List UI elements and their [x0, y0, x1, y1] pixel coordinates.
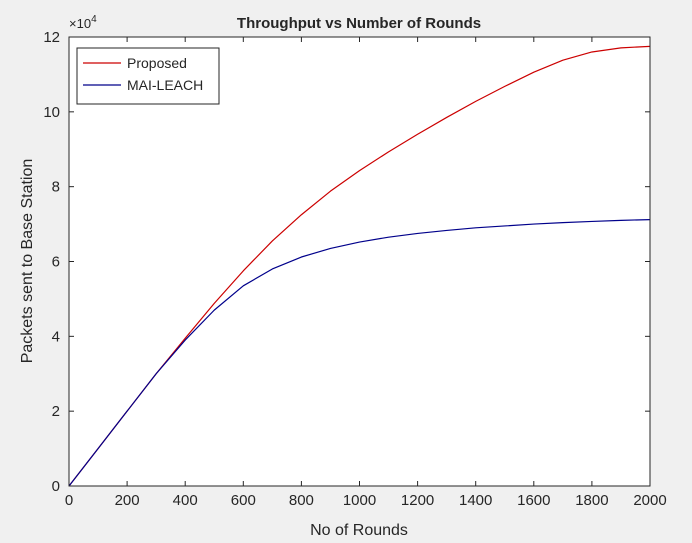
series-line-mai-leach — [68, 218, 651, 487]
y-exponent-power: 4 — [91, 14, 97, 25]
y-tick-label: 12 — [43, 29, 60, 46]
y-tick-label: 10 — [43, 104, 60, 121]
y-tick-label: 0 — [52, 478, 60, 495]
plot-frame — [68, 36, 651, 487]
x-axis-label: No of Rounds — [310, 522, 408, 539]
y-ticks: 0 2 4 6 8 10 12 — [43, 29, 650, 495]
y-exponent-times: × — [69, 16, 77, 31]
legend-label-proposed: Proposed — [127, 55, 187, 71]
x-tick-label: 200 — [115, 492, 140, 509]
y-exponent-base: 10 — [77, 16, 91, 31]
x-tick-label: 600 — [231, 492, 256, 509]
x-tick-label: 1800 — [575, 492, 608, 509]
legend[interactable]: Proposed MAI-LEACH — [76, 47, 220, 105]
legend-box — [76, 47, 220, 105]
y-tick-label: 8 — [52, 179, 60, 196]
series-group — [68, 45, 651, 487]
x-tick-label: 1200 — [401, 492, 434, 509]
x-tick-label: 1000 — [343, 492, 376, 509]
plot-area — [69, 37, 650, 486]
x-tick-label: 0 — [65, 492, 73, 509]
y-tick-label: 6 — [52, 254, 60, 271]
y-axis-label: Packets sent to Base Station — [19, 159, 36, 364]
x-tick-label: 2000 — [633, 492, 666, 509]
x-ticks: 0 200 400 600 800 1000 1200 1400 1600 1800 2000 — [65, 37, 667, 509]
chart-title: Throughput vs Number of Rounds — [237, 15, 481, 32]
y-tick-label: 2 — [52, 403, 60, 420]
y-exponent-label: ×104 — [69, 14, 97, 31]
x-tick-label: 400 — [173, 492, 198, 509]
y-tick-label: 4 — [52, 328, 60, 345]
x-tick-label: 1400 — [459, 492, 492, 509]
legend-label-mai-leach: MAI-LEACH — [127, 77, 203, 93]
x-tick-label: 1600 — [517, 492, 550, 509]
x-tick-label: 800 — [289, 492, 314, 509]
